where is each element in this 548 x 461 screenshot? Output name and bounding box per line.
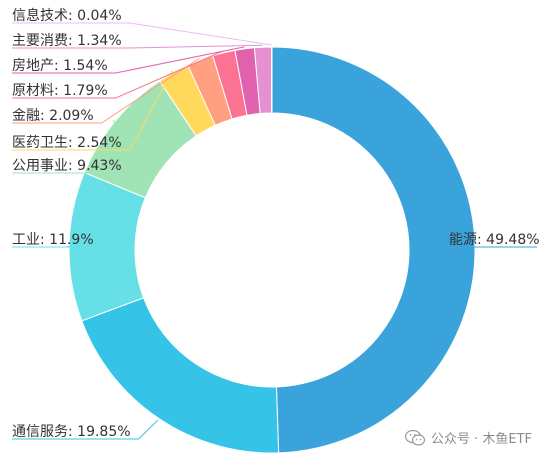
watermark: 公众号 · 木鱼ETF <box>404 428 532 447</box>
leader-line-e883bde6ba90 <box>448 234 537 248</box>
leader-line-e9809ae4bfa1e69c8de58aa1 <box>12 419 159 440</box>
data-label-e5b7a5e4b89a: 工业: 11.9% <box>12 232 94 248</box>
watermark-text: 公众号 · 木鱼ETF <box>430 432 532 447</box>
leader-line-e58cbbe88dafe58dabe7949f <box>12 70 173 151</box>
label-leader-lines <box>12 22 537 440</box>
chart-data-labels: 能源: 49.48% 通信服务: 19.85% 工业: 11.9% 公用事业: 9.4… <box>12 7 540 440</box>
leader-line-e58e9fe69d90e69699 <box>12 50 224 99</box>
wechat-icon <box>404 429 425 446</box>
data-label-e58e9fe69d90e69699: 原材料: 1.79% <box>12 83 108 99</box>
data-label-e4bfa1e681afe68a80e69caf: 信息技术: 0.04% <box>12 7 122 24</box>
data-label-e58cbbe88dafe58dabe7949f: 医药卫生: 2.54% <box>12 135 122 151</box>
data-label-e688bfe59cb0e4baa7: 房地产: 1.54% <box>12 58 108 74</box>
leader-line-e5b7a5e4b89a <box>12 245 102 248</box>
data-label-e9809ae4bfa1e69c8de58aa1: 通信服务: 19.85% <box>12 424 131 440</box>
chart-slices <box>68 46 476 454</box>
data-label-e883bde6ba90: 能源: 49.48% <box>449 232 540 248</box>
leader-line-e4b8bbe8a681e6b688e8b4b9 <box>12 44 263 49</box>
slice-e883bde6ba90 <box>271 46 476 454</box>
leader-line-e585ace794a8e4ba8be4b89a <box>12 119 131 174</box>
leader-line-e688bfe59cb0e4baa7 <box>12 46 245 74</box>
leader-line-e98791e89e8d <box>12 57 200 124</box>
data-label-e585ace794a8e4ba8be4b89a: 公用事业: 9.43% <box>12 158 122 174</box>
data-label-e98791e89e8d: 金融: 2.09% <box>12 108 94 124</box>
slice-e4bfa1e681afe68a80e69caf <box>270 46 273 114</box>
leader-line-e4bfa1e681afe68a80e69caf <box>12 22 272 46</box>
data-label-e4b8bbe8a681e6b688e8b4b9: 主要消费: 1.34% <box>12 33 122 49</box>
